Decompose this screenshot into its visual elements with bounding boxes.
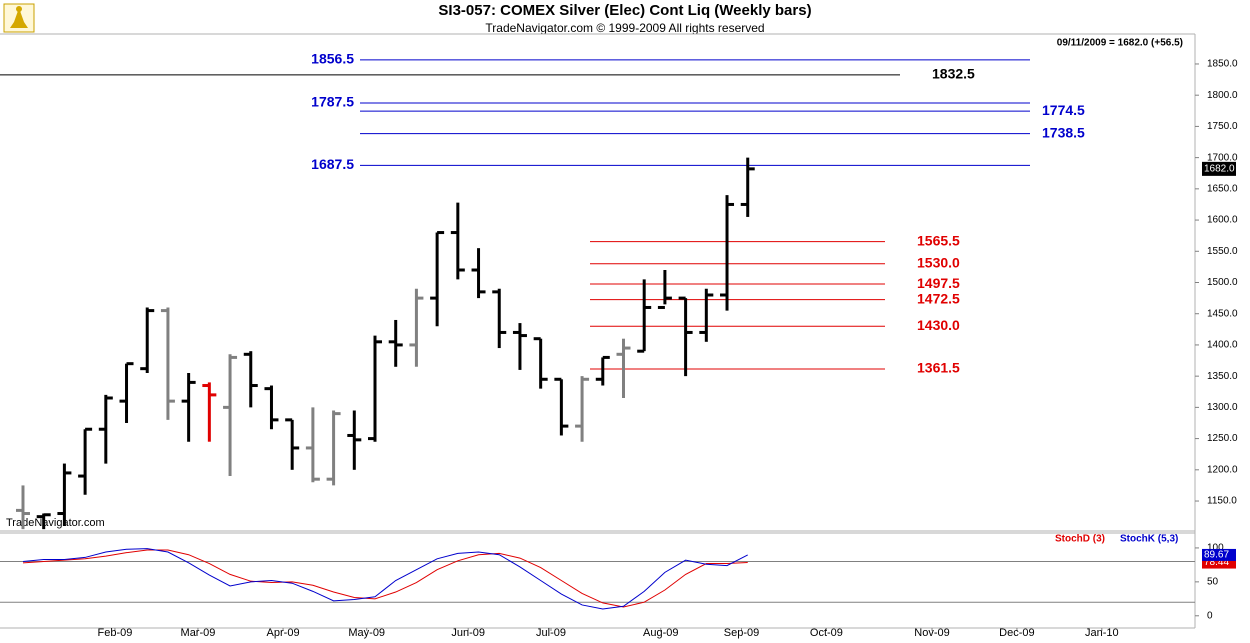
- level-label: 1565.5: [917, 232, 960, 248]
- x-tick-label: Dec-09: [999, 627, 1034, 639]
- x-tick-label: Feb-09: [97, 627, 132, 639]
- level-label: 1497.5: [917, 275, 960, 291]
- level-label: 1430.0: [917, 317, 960, 333]
- value-label: 78.44: [1204, 557, 1229, 568]
- legend-entry: StochK (5,3): [1120, 534, 1178, 545]
- y-tick-label: 1300.0: [1207, 402, 1238, 413]
- y-tick-label: 1800.0: [1207, 90, 1238, 101]
- y-tick-label: 50: [1207, 576, 1219, 587]
- y-tick-label: 1250.0: [1207, 433, 1238, 444]
- last-price-box: [1202, 161, 1236, 176]
- level-label: 1472.5: [917, 290, 960, 306]
- y-tick-label: 1200.0: [1207, 464, 1238, 475]
- x-tick-label: Nov-09: [914, 627, 949, 639]
- y-tick-label: 1850.0: [1207, 59, 1238, 70]
- y-tick-label: 1500.0: [1207, 277, 1238, 288]
- level-label: 1787.5: [311, 94, 354, 110]
- level-label: 1856.5: [311, 51, 354, 67]
- line-series: [22, 549, 748, 608]
- y-tick-label: 1450.0: [1207, 308, 1238, 319]
- level-label: 1738.5: [1042, 124, 1085, 140]
- header-readout: 09/11/2009 = 1682.0 (+56.5): [1057, 38, 1183, 49]
- value-label: 89.67: [1204, 550, 1229, 561]
- y-tick-label: 100: [1207, 543, 1224, 554]
- y-tick-label: 1750.0: [1207, 121, 1238, 132]
- last-price-label: 1682.0: [1204, 164, 1235, 175]
- chart-subtitle: TradeNavigator.com © 1999-2009 All right…: [485, 21, 764, 35]
- x-tick-label: Aug-09: [643, 627, 678, 639]
- y-tick-label: 1600.0: [1207, 215, 1238, 226]
- x-tick-label: Jul-09: [536, 627, 566, 639]
- y-tick-label: 1400.0: [1207, 340, 1238, 351]
- level-label: 1687.5: [311, 156, 354, 172]
- level-label: 1832.5: [932, 66, 975, 82]
- level-label: 1774.5: [1042, 102, 1085, 118]
- level-label: 1530.0: [917, 254, 960, 270]
- x-tick-label: Jan-10: [1085, 627, 1119, 639]
- x-tick-label: Jun-09: [451, 627, 485, 639]
- y-tick-label: 1550.0: [1207, 246, 1238, 257]
- y-tick-label: 1150.0: [1207, 496, 1237, 507]
- logo: [3, 3, 35, 33]
- y-tick-label: 1700.0: [1207, 152, 1238, 163]
- legend-entry: StochD (3): [1055, 534, 1105, 545]
- x-tick-label: Apr-09: [267, 627, 300, 639]
- x-tick-label: Sep-09: [724, 627, 759, 639]
- level-label: 1361.5: [917, 360, 960, 376]
- value-label-box: [1202, 548, 1236, 561]
- x-tick-label: Oct-09: [810, 627, 843, 639]
- y-tick-label: 0: [1207, 610, 1213, 621]
- watermark: TradeNavigator.com: [6, 517, 105, 529]
- y-tick-label: 1350.0: [1207, 371, 1238, 382]
- line-series: [22, 548, 748, 610]
- chart-title: SI3-057: COMEX Silver (Elec) Cont Liq (W…: [438, 2, 811, 19]
- x-tick-label: Mar-09: [181, 627, 216, 639]
- y-tick-label: 1650.0: [1207, 183, 1238, 194]
- x-tick-label: May-09: [348, 627, 385, 639]
